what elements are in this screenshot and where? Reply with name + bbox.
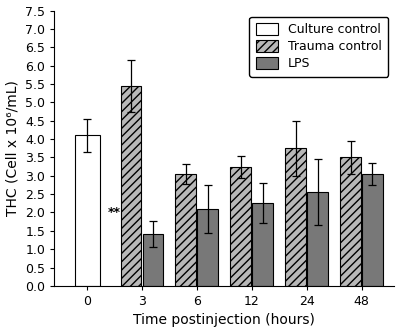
Bar [362, 174, 383, 286]
Y-axis label: THC (Cell x 10⁶/mL): THC (Cell x 10⁶/mL) [6, 80, 20, 216]
Bar [230, 166, 251, 286]
Bar [340, 158, 361, 286]
Bar [176, 174, 196, 286]
Legend: Culture control, Trauma control, LPS: Culture control, Trauma control, LPS [249, 17, 388, 77]
Bar [307, 192, 328, 286]
Bar [120, 86, 142, 286]
X-axis label: Time postinjection (hours): Time postinjection (hours) [133, 313, 315, 327]
Bar [142, 234, 163, 286]
Bar [74, 135, 100, 286]
Text: **: ** [108, 206, 120, 219]
Bar [252, 203, 273, 286]
Bar [197, 209, 218, 286]
Bar [285, 148, 306, 286]
